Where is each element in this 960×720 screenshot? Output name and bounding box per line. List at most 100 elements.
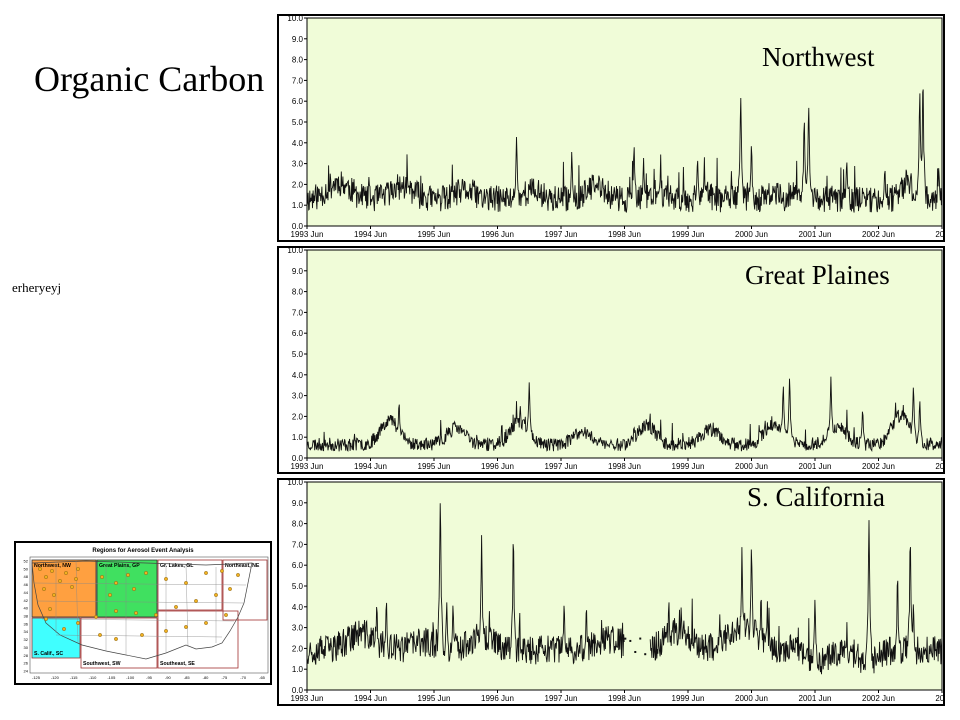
- site-marker: [114, 581, 118, 585]
- site-marker: [50, 569, 54, 573]
- site-marker: [114, 609, 118, 613]
- site-marker: [236, 573, 240, 577]
- site-marker: [132, 587, 136, 591]
- y-tick-label: 9.0: [292, 35, 304, 44]
- lat-tick-label: 26: [24, 661, 29, 666]
- lon-tick-label: -100: [126, 675, 135, 680]
- site-marker: [164, 629, 168, 633]
- lat-tick-label: 24: [24, 669, 29, 674]
- site-marker: [126, 573, 130, 577]
- site-marker: [204, 571, 208, 575]
- site-marker: [64, 571, 68, 575]
- chart-panel-great-plaines: 0.0 1.0 2.0 3.0 4.0 5.0 6.0 7.0 8.0 9.0 10.0 1993 J…: [277, 246, 945, 474]
- site-marker: [98, 633, 102, 637]
- x-tick-label: 1993 Jun: [291, 694, 324, 703]
- x-tick-label: 1995 Jun: [418, 230, 451, 239]
- region-box: [157, 610, 239, 669]
- x-tick-label: 1994 Jun: [354, 462, 387, 471]
- y-tick-label: 7.0: [292, 76, 304, 85]
- chart-s-california: 0.0 1.0 2.0 3.0 4.0 5.0 6.0 7.0 8.0 9.0 10.0 1993 J…: [279, 478, 945, 704]
- y-tick-label: 10.0: [287, 478, 303, 487]
- region-label: Great Plains, GP: [99, 563, 140, 569]
- lat-tick-label: 32: [24, 637, 29, 642]
- y-tick-label: 3.0: [292, 624, 304, 633]
- y-tick-label: 1.0: [292, 665, 304, 674]
- lon-tick-label: -85: [184, 675, 191, 680]
- series-point: [629, 639, 632, 642]
- site-marker: [58, 579, 62, 583]
- lat-tick-label: 50: [24, 566, 29, 571]
- x-tick-label: 2000 Jun: [735, 462, 768, 471]
- x-tick-label: 1995 Jun: [418, 462, 451, 471]
- site-marker: [214, 593, 218, 597]
- lon-tick-label: -110: [89, 675, 97, 680]
- region-label-northwest: Northwest: [762, 42, 875, 72]
- x-tick-label: 1996 Jun: [481, 694, 514, 703]
- x-tick-label: 200: [935, 462, 945, 471]
- site-marker: [44, 617, 48, 621]
- x-tick-label: 1997 Jun: [545, 462, 578, 471]
- x-tick-label: 1997 Jun: [545, 694, 578, 703]
- y-tick-label: 8.0: [292, 520, 304, 529]
- site-marker: [184, 581, 188, 585]
- x-tick-label: 1994 Jun: [354, 694, 387, 703]
- site-marker: [42, 587, 46, 591]
- x-tick-label: 1996 Jun: [481, 230, 514, 239]
- x-tick-label: 1999 Jun: [672, 230, 705, 239]
- site-marker: [184, 625, 188, 629]
- site-marker: [62, 627, 66, 631]
- y-tick-label: 9.0: [292, 499, 304, 508]
- y-tick-label: 7.0: [292, 540, 304, 549]
- lon-tick-label: -65: [259, 675, 266, 680]
- x-tick-label: 1993 Jun: [291, 462, 324, 471]
- lon-tick-label: -120: [51, 675, 60, 680]
- state-line: [33, 582, 247, 586]
- site-marker: [94, 615, 98, 619]
- lat-tick-label: 48: [24, 574, 29, 579]
- site-marker: [114, 637, 118, 641]
- y-tick-label: 5.0: [292, 350, 304, 359]
- y-tick-label: 0.0: [292, 222, 304, 231]
- x-tick-label: 1993 Jun: [291, 230, 324, 239]
- series-point: [644, 653, 647, 656]
- lon-tick-label: -95: [146, 675, 153, 680]
- site-marker: [174, 605, 178, 609]
- state-line: [55, 634, 223, 638]
- region-label-great-plaines: Great Plaines: [745, 260, 890, 290]
- lat-tick-label: 44: [24, 590, 29, 595]
- x-tick-label: 2002 Jun: [862, 230, 895, 239]
- page-title: Organic Carbon: [34, 59, 265, 99]
- state-line: [41, 618, 235, 622]
- site-marker: [224, 613, 228, 617]
- y-tick-label: 7.0: [292, 308, 304, 317]
- lat-tick-label: 40: [24, 606, 29, 611]
- x-tick-label: 200: [935, 694, 945, 703]
- site-marker: [100, 575, 104, 579]
- site-marker: [144, 571, 148, 575]
- lat-tick-label: 28: [24, 653, 29, 658]
- region-map: Regions for Aerosol Event Analysis Northw…: [14, 541, 272, 685]
- y-tick-label: 8.0: [292, 56, 304, 65]
- site-marker: [140, 633, 144, 637]
- x-tick-label: 1994 Jun: [354, 230, 387, 239]
- x-tick-label: 2001 Jun: [799, 230, 832, 239]
- map-title: Regions for Aerosol Event Analysis: [92, 548, 194, 554]
- lat-tick-label: 36: [24, 621, 29, 626]
- lon-tick-label: -125: [32, 675, 41, 680]
- us-outline: [31, 560, 253, 660]
- lon-tick-label: -105: [107, 675, 116, 680]
- lon-tick-label: -80: [203, 675, 210, 680]
- lon-tick-label: -75: [221, 675, 228, 680]
- region-box: [222, 559, 268, 621]
- y-tick-label: 0.0: [292, 454, 304, 463]
- site-marker: [164, 577, 168, 581]
- lon-tick-label: -115: [70, 675, 78, 680]
- region-box: [96, 559, 158, 618]
- series-point: [639, 637, 642, 640]
- region-label: Northeast, NE: [225, 563, 260, 569]
- lat-tick-label: 38: [24, 614, 29, 619]
- site-marker: [44, 575, 48, 579]
- region-map-svg: Regions for Aerosol Event Analysis Northw…: [16, 543, 270, 683]
- lat-tick-label: 42: [24, 598, 29, 603]
- x-tick-label: 1998 Jun: [608, 694, 641, 703]
